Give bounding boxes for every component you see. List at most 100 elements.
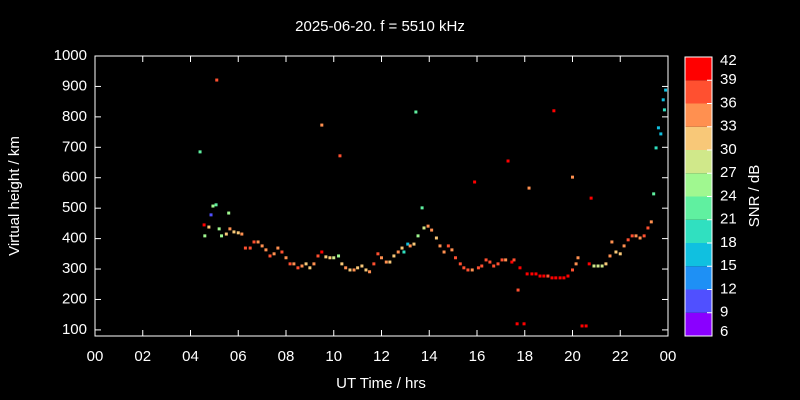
data-point [368, 270, 372, 274]
colorbar-tick-label: 36 [720, 94, 737, 111]
colorbar-tick-label: 24 [720, 187, 737, 204]
data-point [608, 254, 612, 258]
data-point [587, 262, 591, 266]
y-tick-label: 1000 [54, 47, 87, 64]
y-tick-label: 900 [62, 77, 87, 94]
y-tick-label: 300 [62, 260, 87, 277]
data-point [408, 244, 412, 248]
data-point [268, 254, 272, 258]
data-point [288, 262, 292, 266]
data-point [384, 260, 388, 264]
data-point [300, 264, 304, 268]
colorbar-tick-label: 6 [720, 323, 728, 340]
data-point [506, 159, 510, 163]
x-tick-label: 10 [325, 348, 342, 365]
colorbar-tick-label: 33 [720, 118, 737, 135]
data-point [610, 240, 614, 244]
data-point [584, 324, 588, 328]
data-point [296, 266, 300, 270]
x-tick-label: 18 [516, 348, 533, 365]
data-point [388, 260, 392, 264]
data-point [562, 276, 566, 280]
data-point [217, 227, 221, 231]
data-point [256, 240, 260, 244]
data-point [659, 132, 663, 136]
chart-title: 2025-06-20. f = 5510 kHz [295, 18, 465, 35]
x-tick-label: 02 [134, 348, 151, 365]
data-point [202, 223, 206, 227]
x-tick-label: 12 [373, 348, 390, 365]
data-point [566, 274, 570, 278]
colorbar-band [685, 80, 712, 104]
data-point [412, 242, 416, 246]
data-point [554, 276, 558, 280]
data-point [515, 322, 519, 326]
data-point [504, 258, 508, 262]
data-point [328, 256, 332, 260]
data-point [446, 244, 450, 248]
data-point [356, 266, 360, 270]
data-point [546, 274, 550, 278]
colorbar-tick-label: 12 [720, 280, 737, 297]
data-point [574, 262, 578, 266]
data-point [207, 225, 211, 229]
data-point [622, 244, 626, 248]
data-point [480, 264, 484, 268]
data-point [430, 228, 434, 232]
data-point [630, 234, 634, 238]
data-point [292, 262, 296, 266]
data-point [338, 154, 342, 158]
data-point [422, 226, 426, 230]
x-tick-label: 00 [660, 348, 677, 365]
data-point [364, 268, 368, 272]
data-point [264, 248, 268, 252]
data-point [252, 240, 256, 244]
data-point [500, 258, 504, 262]
data-point [324, 255, 328, 259]
x-tick-label: 14 [421, 348, 438, 365]
data-point [458, 262, 462, 266]
colorbar-band [685, 196, 712, 220]
colorbar-band [685, 126, 712, 150]
data-point [392, 254, 396, 258]
data-point [340, 262, 344, 266]
data-point [352, 268, 356, 272]
colorbar-tick-label: 15 [720, 257, 737, 274]
data-point [476, 266, 480, 270]
data-point [232, 230, 236, 234]
data-point [518, 266, 522, 270]
data-point [661, 98, 665, 102]
data-point [530, 272, 534, 276]
data-point [248, 246, 252, 250]
data-point [525, 272, 529, 276]
colorbar-band [685, 150, 712, 174]
data-point [466, 268, 470, 272]
data-point [571, 175, 574, 179]
data-point [209, 213, 213, 217]
data-point [320, 250, 324, 254]
colorbar-band [685, 289, 712, 313]
data-point [214, 203, 218, 207]
data-point [638, 236, 642, 240]
data-point [592, 264, 596, 268]
data-point [510, 260, 514, 264]
data-point [542, 274, 546, 278]
y-tick-label: 800 [62, 108, 87, 125]
colorbar-tick-label: 42 [720, 52, 737, 69]
data-point [600, 264, 604, 268]
data-point [337, 254, 341, 258]
x-tick-label: 00 [87, 348, 104, 365]
data-point [416, 234, 420, 238]
data-point [652, 192, 656, 196]
data-point [596, 264, 600, 268]
colorbar-band [685, 219, 712, 243]
data-point [406, 242, 410, 246]
data-point [634, 234, 638, 238]
x-tick-label: 04 [182, 348, 199, 365]
data-point [550, 276, 554, 280]
data-point [484, 258, 488, 262]
data-point [626, 238, 630, 242]
data-point [538, 274, 542, 278]
data-point [280, 250, 284, 254]
